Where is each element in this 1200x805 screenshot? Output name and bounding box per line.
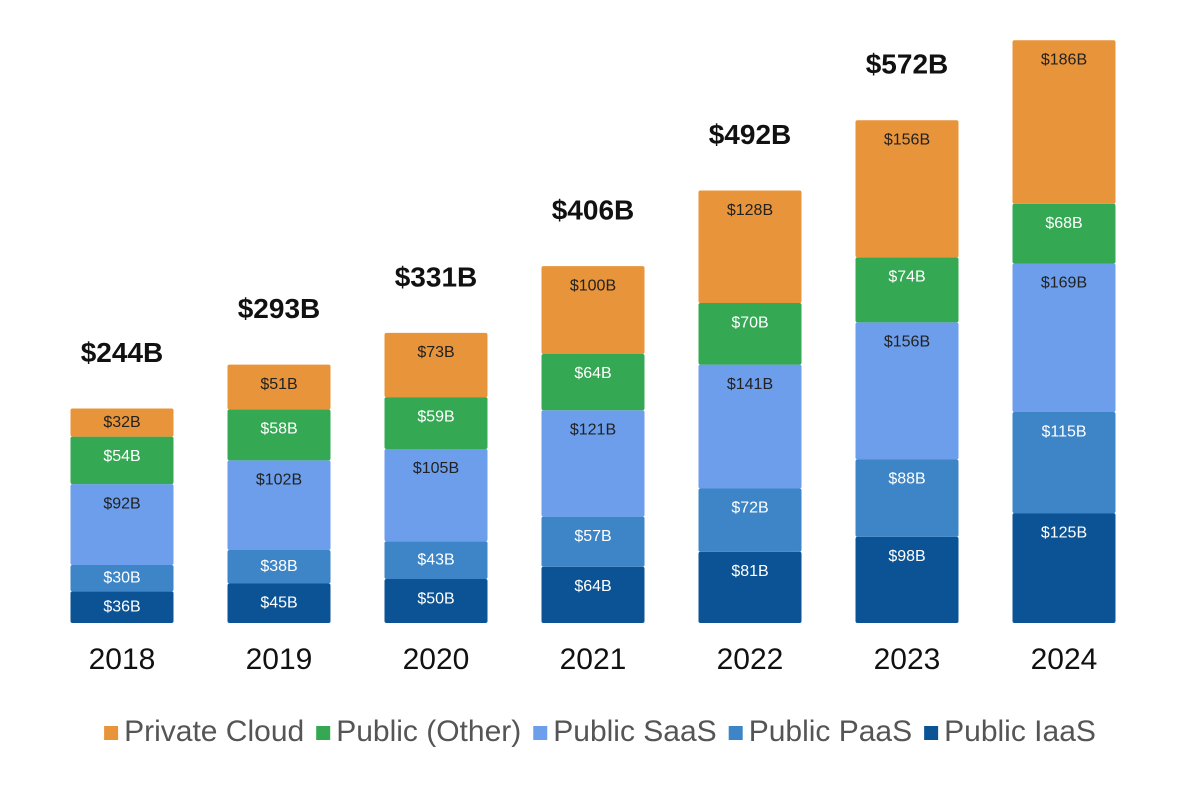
- x-tick-label: 2023: [874, 643, 941, 676]
- segment-label: $50B: [417, 590, 454, 607]
- legend-label: Public (Other): [336, 715, 521, 748]
- bar-segment: [384, 541, 488, 580]
- segment-label: $98B: [888, 548, 925, 565]
- bar-segment: [227, 550, 331, 584]
- segment-label: $43B: [417, 551, 454, 568]
- segment-label: $88B: [888, 471, 925, 488]
- x-tick-label: 2020: [403, 643, 470, 676]
- bar-segment: [541, 410, 645, 517]
- segment-label: $51B: [260, 376, 297, 393]
- x-tick-label: 2018: [89, 643, 156, 676]
- bar-segment: [1012, 412, 1116, 514]
- segment-label: $115B: [1041, 423, 1086, 440]
- bar-segment: [698, 488, 802, 552]
- legend-label: Public PaaS: [749, 715, 912, 748]
- bar-segment: [855, 536, 959, 623]
- bar-segment: [384, 397, 488, 449]
- x-tick-label: 2022: [717, 643, 784, 676]
- total-label: $572B: [866, 49, 949, 80]
- segment-label: $105B: [413, 460, 459, 477]
- segment-label: $64B: [574, 365, 611, 382]
- bar-segment: [855, 257, 959, 323]
- bar-segment: [541, 354, 645, 411]
- segment-label: $100B: [570, 277, 616, 294]
- bar-segment: [698, 364, 802, 489]
- segment-label: $81B: [731, 563, 768, 580]
- total-label: $293B: [238, 293, 321, 324]
- bar-segment: [227, 409, 331, 461]
- bar-segment: [384, 448, 488, 542]
- bar-segment: [698, 551, 802, 623]
- legend-swatch: [104, 726, 119, 740]
- bar-segment: [1012, 203, 1116, 264]
- bar-segment: [70, 436, 174, 485]
- legend-label: Public IaaS: [944, 715, 1096, 748]
- x-tick-label: 2021: [560, 643, 627, 676]
- legend-swatch: [316, 726, 331, 740]
- bar-segment: [855, 120, 959, 258]
- legend-swatch: [924, 726, 939, 740]
- segment-label: $74B: [888, 269, 925, 286]
- legend-swatch: [728, 726, 743, 740]
- bar-segment: [70, 484, 174, 565]
- total-label: $492B: [709, 119, 792, 150]
- total-label: $406B: [552, 195, 635, 226]
- bar-segment: [227, 460, 331, 551]
- segment-label: $38B: [260, 558, 297, 575]
- bar-segment: [227, 364, 331, 410]
- segment-label: $169B: [1041, 275, 1087, 292]
- legend-label: Private Cloud: [124, 715, 304, 748]
- segment-label: $141B: [727, 376, 773, 393]
- segment-label: $59B: [417, 408, 454, 425]
- segment-label: $58B: [260, 421, 297, 438]
- bar-segment: [855, 459, 959, 537]
- total-label: $331B: [395, 261, 478, 292]
- segment-label: $156B: [884, 334, 930, 351]
- bar-segment: [70, 564, 174, 592]
- bar-segment: [70, 591, 174, 623]
- bar-segment: [1012, 40, 1116, 204]
- segment-label: $102B: [256, 472, 302, 489]
- bar-segment: [541, 566, 645, 623]
- segment-label: $92B: [103, 495, 140, 512]
- bar-segment: [698, 190, 802, 304]
- segment-label: $128B: [727, 202, 773, 219]
- bar-segment: [1012, 513, 1116, 623]
- segment-label: $125B: [1041, 524, 1087, 541]
- bar-segment: [1012, 263, 1116, 413]
- segment-label: $32B: [103, 414, 140, 431]
- legend-label: Public SaaS: [553, 715, 716, 748]
- segment-label: $64B: [574, 578, 611, 595]
- bar-segment: [384, 579, 488, 623]
- bar-segment: [541, 266, 645, 355]
- segment-label: $186B: [1041, 51, 1087, 68]
- segment-label: $121B: [570, 422, 616, 439]
- segment-label: $156B: [884, 131, 930, 148]
- bar-segment: [698, 303, 802, 365]
- segment-label: $72B: [731, 500, 768, 517]
- segment-label: $54B: [103, 448, 140, 465]
- bar-segment: [855, 322, 959, 460]
- segment-label: $30B: [103, 569, 140, 586]
- segment-label: $57B: [574, 528, 611, 545]
- legend-swatch: [533, 726, 548, 740]
- segment-label: $70B: [731, 314, 768, 331]
- x-tick-label: 2019: [246, 643, 313, 676]
- segment-label: $73B: [417, 344, 454, 361]
- total-label: $244B: [81, 337, 164, 368]
- bar-segment: [541, 516, 645, 567]
- segment-label: $45B: [260, 594, 297, 611]
- x-tick-label: 2024: [1031, 643, 1098, 676]
- bar-segment: [384, 332, 488, 398]
- segment-label: $68B: [1045, 215, 1082, 232]
- bar-segment: [70, 408, 174, 437]
- bar-segment: [227, 583, 331, 623]
- segment-label: $36B: [103, 598, 140, 615]
